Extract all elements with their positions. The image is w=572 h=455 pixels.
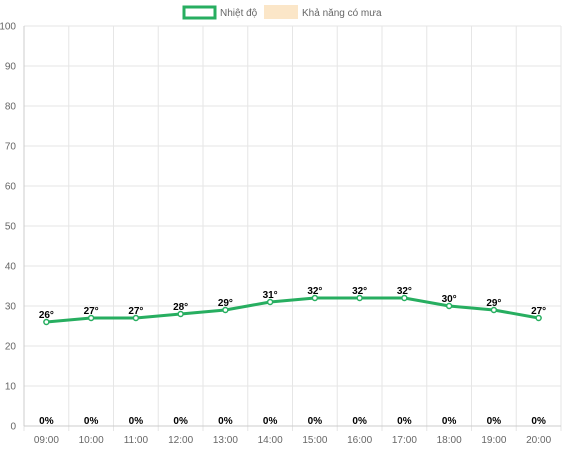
y-tick-label: 30	[5, 302, 17, 313]
temperature-label: 26°	[39, 310, 54, 321]
x-tick-label: 16:00	[347, 435, 372, 446]
legend-label-rain-chance: Khả năng có mưa	[302, 8, 382, 19]
rain-chance-label: 0%	[84, 416, 99, 427]
temperature-label: 29°	[218, 298, 233, 309]
rain-chance-label: 0%	[442, 416, 457, 427]
rain-chance-label: 0%	[531, 416, 546, 427]
x-tick-label: 15:00	[302, 435, 327, 446]
x-axis-tick-labels: 09:00 10:00 11:00 12:00 13:00 14:00 15:00 16:00…	[34, 435, 552, 446]
temperature-point	[401, 294, 408, 302]
rain-chance-label: 0%	[173, 416, 188, 427]
temperature-label: 27°	[128, 306, 143, 317]
rain-chance-label: 0%	[263, 416, 278, 427]
x-tick-label: 14:00	[258, 435, 283, 446]
legend[interactable]: Nhiệt độ Khả năng có mưa	[182, 5, 382, 20]
data-labels: 26° 27° 27° 28° 29° 31° 32° 32° 32° 30° 29° 27° 0% 0%…	[39, 286, 546, 427]
y-tick-label: 70	[5, 142, 17, 153]
rain-chance-label: 0%	[308, 416, 323, 427]
rain-chance-label: 0%	[218, 416, 233, 427]
temperature-label: 31°	[263, 290, 278, 301]
temperature-label: 32°	[307, 286, 322, 297]
temperature-point	[535, 314, 542, 322]
temperature-point	[177, 310, 184, 318]
y-axis-tick-labels: 0 10 20 30 40 50 60 70 80 90 100	[0, 22, 16, 433]
axes	[23, 26, 561, 427]
x-tick-label: 11:00	[124, 435, 149, 446]
rain-chance-label: 0%	[397, 416, 412, 427]
legend-swatch-temperature	[182, 5, 217, 20]
legend-swatch-rain-chance	[264, 5, 298, 19]
rain-chance-label: 0%	[129, 416, 144, 427]
temperature-label: 28°	[173, 302, 188, 313]
x-tick-label: 13:00	[213, 435, 238, 446]
x-tick-label: 19:00	[481, 435, 506, 446]
temperature-point	[43, 318, 50, 326]
temperature-point	[266, 298, 274, 306]
y-tick-label: 0	[10, 422, 16, 433]
y-tick-label: 40	[5, 262, 17, 273]
y-tick-label: 50	[5, 222, 17, 233]
y-tick-label: 90	[5, 62, 17, 73]
rain-chance-label: 0%	[352, 416, 367, 427]
legend-label-temperature: Nhiệt độ	[220, 8, 258, 19]
temperature-label: 27°	[84, 306, 99, 317]
temperature-label: 32°	[352, 286, 367, 297]
x-tick-label: 12:00	[168, 435, 193, 446]
rain-chance-label: 0%	[39, 416, 54, 427]
x-tick-label: 09:00	[34, 435, 59, 446]
temperature-point	[222, 306, 229, 314]
x-tick-label: 18:00	[437, 435, 462, 446]
temperature-label: 27°	[531, 306, 546, 317]
temperature-point	[311, 294, 319, 302]
x-tick-label: 20:00	[526, 435, 551, 446]
y-tick-label: 60	[5, 182, 17, 193]
y-tick-label: 10	[5, 382, 17, 393]
temperature-point	[87, 314, 95, 322]
series-layer	[43, 294, 542, 326]
y-tick-label: 80	[5, 102, 17, 113]
temperature-label: 32°	[397, 286, 412, 297]
y-tick-label: 20	[5, 342, 17, 353]
temperature-point	[356, 294, 363, 302]
rain-chance-label: 0%	[487, 416, 502, 427]
temperature-point	[490, 306, 498, 314]
temperature-label: 30°	[442, 294, 457, 305]
grid	[23, 25, 562, 431]
temperature-point	[132, 314, 140, 322]
temperature-label: 29°	[486, 298, 501, 309]
temperature-line	[46, 296, 539, 324]
y-tick-label: 100	[0, 22, 16, 33]
temperature-point	[445, 302, 453, 310]
x-tick-label: 17:00	[392, 435, 417, 446]
x-tick-label: 10:00	[79, 435, 104, 446]
